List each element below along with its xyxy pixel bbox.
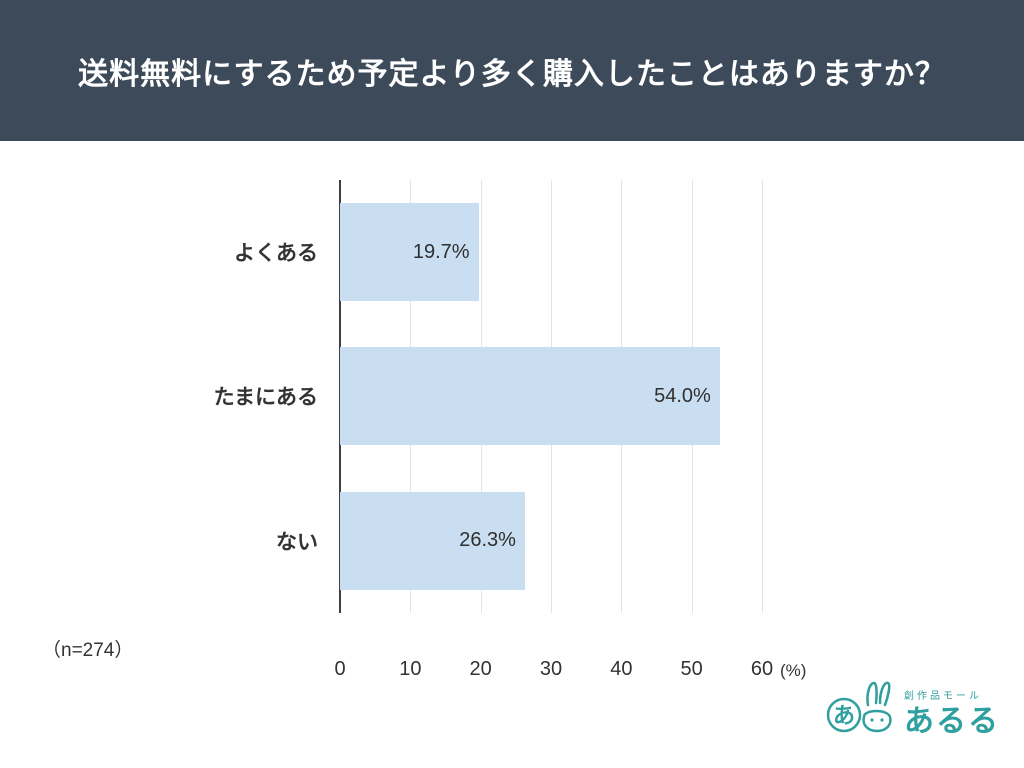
brand-logo: あ 創作品モール あるる	[824, 675, 1000, 737]
logo-tagline: 創作品モール	[904, 691, 982, 702]
value-label: 19.7%	[412, 240, 470, 263]
x-tick-label: 10	[399, 658, 422, 680]
logo-text: 創作品モール あるる	[904, 692, 1000, 737]
bar-row: ない 26.3%	[0, 491, 762, 590]
value-label: 26.3%	[459, 529, 516, 552]
bar-chart: よくある 19.7% たまにある 54.0% ない 26.3% 0 10 20 30 40 50 60…	[0, 180, 1024, 680]
bar-track: 19.7%	[340, 203, 762, 302]
svg-text:あ: あ	[833, 703, 855, 728]
logo-name: あるる	[904, 705, 1000, 738]
bar-track: 54.0%	[340, 347, 762, 446]
category-label: たまにある	[213, 386, 318, 410]
chart-stage: よくある 19.7% たまにある 54.0% ない 26.3% 0 10 20 30 40 50 60…	[0, 141, 1024, 768]
x-axis-unit-label: (%)	[780, 661, 807, 680]
x-tick-label: 30	[539, 658, 563, 680]
category-label: ない	[276, 530, 318, 554]
x-tick-label: 60	[750, 658, 774, 680]
bar-track: 26.3%	[340, 491, 762, 590]
x-tick-label: 40	[610, 658, 633, 680]
x-tick-label: 50	[680, 658, 703, 680]
value-label: 54.0%	[654, 384, 711, 407]
x-tick-label: 20	[469, 658, 492, 680]
rabbit-logo-icon: あ	[826, 681, 892, 733]
bar: 54.0%	[340, 347, 720, 446]
chart-title: 送料無料にするため予定より多く購入したことはありますか？	[78, 57, 946, 91]
bar-rows: よくある 19.7% たまにある 54.0% ない 26.3%	[0, 180, 762, 613]
gridline	[762, 180, 763, 613]
x-tick-label: 0	[334, 658, 346, 680]
bar: 19.7%	[340, 203, 479, 302]
bar: 26.3%	[340, 491, 525, 590]
category-label: よくある	[234, 242, 318, 266]
bar-row: たまにある 54.0%	[0, 347, 762, 446]
chart-title-bar: 送料無料にするため予定より多く購入したことはありますか？	[0, 0, 1024, 141]
bar-row: よくある 19.7%	[0, 203, 762, 302]
sample-size-note: （n=274）	[42, 640, 134, 661]
x-axis: 0 10 20 30 40 50 60 (%)	[334, 658, 840, 684]
